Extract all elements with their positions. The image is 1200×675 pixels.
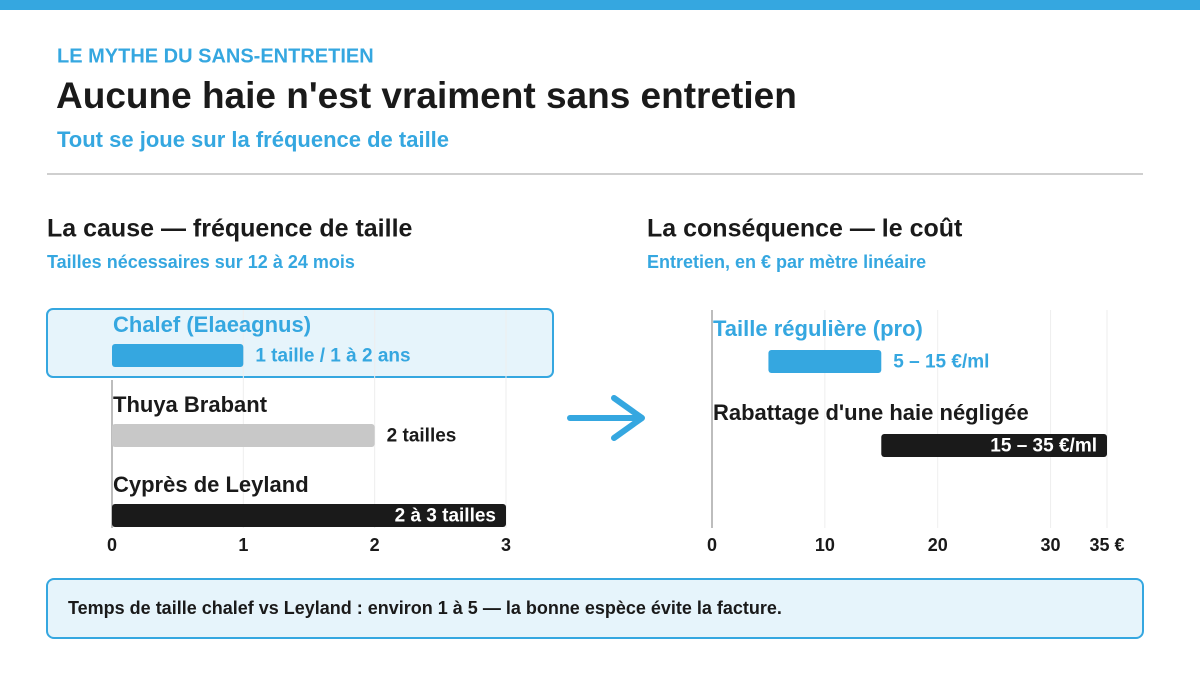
- x-tick-label: 30: [1041, 535, 1061, 555]
- chart-subtitle: Entretien, en € par mètre linéaire: [647, 252, 926, 272]
- x-tick-label: 2: [370, 535, 380, 555]
- value-label: 2 tailles: [387, 426, 457, 447]
- bar: [768, 350, 882, 373]
- chart-title: La cause — fréquence de taille: [47, 215, 413, 243]
- x-tick-label: 0: [707, 535, 717, 555]
- top-band: [0, 0, 1200, 10]
- bar: [881, 434, 1107, 457]
- arrow: [567, 395, 645, 441]
- x-tick-label: 1: [238, 535, 248, 555]
- kicker: LE MYTHE DU SANS-ENTRETIEN: [57, 45, 374, 67]
- category-label: Thuya Brabant: [113, 392, 268, 417]
- category-label: Taille régulière (pro): [713, 316, 923, 341]
- bar: [112, 424, 375, 447]
- subtitle: Tout se joue sur la fréquence de taille: [57, 127, 449, 152]
- bar: [112, 504, 506, 527]
- value-label: 2 à 3 tailles: [395, 506, 496, 527]
- category-label: Chalef (Elaeagnus): [113, 312, 311, 337]
- chart-subtitle: Tailles nécessaires sur 12 à 24 mois: [47, 252, 355, 272]
- x-tick-label: 10: [815, 535, 835, 555]
- chart-title: La conséquence — le coût: [647, 215, 963, 243]
- x-tick-label: 0: [107, 535, 117, 555]
- bar: [112, 344, 244, 367]
- value-label: 5 – 15 €/ml: [893, 352, 989, 373]
- x-tick-label: 35 €: [1089, 535, 1124, 555]
- note: Temps de taille chalef vs Leyland : envi…: [68, 598, 782, 618]
- title: Aucune haie n'est vraiment sans entretie…: [56, 75, 797, 116]
- note-box: [46, 578, 1144, 639]
- x-tick-label: 20: [928, 535, 948, 555]
- value-label: 1 taille / 1 à 2 ans: [255, 346, 410, 367]
- category-label: Rabattage d'une haie négligée: [713, 400, 1029, 425]
- value-label: 15 – 35 €/ml: [990, 436, 1097, 457]
- category-label: Cyprès de Leyland: [113, 472, 309, 497]
- x-tick-label: 3: [501, 535, 511, 555]
